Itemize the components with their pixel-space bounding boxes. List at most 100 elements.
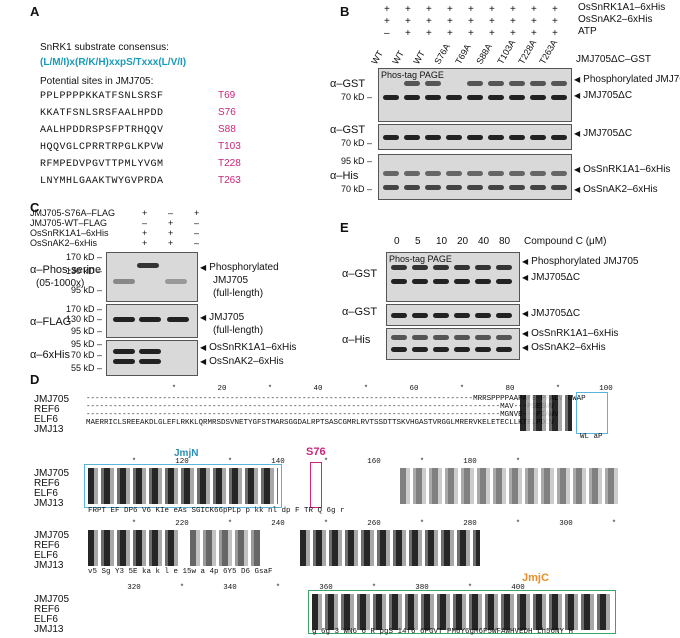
ruler-tick: *: [419, 458, 425, 466]
ruler-tick: 120: [175, 458, 189, 466]
band: [404, 135, 420, 140]
band: [404, 171, 420, 176]
jmjc-label: JmjC: [522, 572, 549, 584]
panel-b-sign-grid: + + + + + + + + + + + + + + + + + + – + + + + + + + +: [378, 4, 568, 44]
ruler-tick: *: [267, 385, 273, 393]
band: [454, 265, 470, 270]
band: [404, 81, 420, 86]
seq-name: JMJ13: [34, 624, 64, 635]
sign: +: [142, 238, 148, 248]
seq-name: ELF6: [34, 550, 58, 561]
band: [165, 279, 187, 284]
band-label: Phosphorylated JMJ705: [574, 74, 680, 85]
ruler-tick: 260: [367, 520, 381, 528]
seq-row: ----------------------------------------…: [86, 403, 555, 411]
band-label: Phosphorylated JMJ705: [522, 256, 638, 267]
band: [383, 185, 399, 190]
mw-marker: 95 kD: [62, 326, 102, 336]
seq-name: REF6: [34, 540, 60, 551]
phostag-tag: Phos-tag PAGE: [381, 70, 444, 80]
ruler-tick: 320: [127, 584, 141, 592]
band: [425, 135, 441, 140]
sign: +: [426, 4, 432, 15]
band: [551, 81, 567, 86]
band-label: OsSnRK1A1–6xHis: [574, 164, 670, 175]
ruler-tick: *: [555, 385, 561, 393]
band: [137, 263, 159, 268]
mw-marker: 170 kD: [62, 304, 102, 314]
band: [467, 185, 483, 190]
blot-antibody: α–GST: [342, 268, 378, 280]
site-id: T228: [218, 158, 241, 169]
conserved-block: [520, 395, 572, 431]
mw-marker: 70 kD: [62, 350, 102, 360]
band-label: OsSnAK2–6xHis: [200, 356, 283, 367]
ruler-tick: *: [323, 458, 329, 466]
ruler-tick: *: [419, 520, 425, 528]
band: [496, 313, 512, 318]
ruler-tick: 60: [409, 385, 419, 393]
phostag-tag: Phos-tag PAGE: [389, 254, 452, 264]
site-row: LNYMHLGAAKTWYGVPRDA T263: [40, 175, 241, 187]
seq-name: ELF6: [34, 488, 58, 499]
seq-row: MAERRICLSREEAKDLGLEFLRKKLQRMRSDSVNETYGFS…: [86, 419, 555, 427]
band: [475, 347, 491, 352]
band: [139, 317, 161, 322]
ruler-tick: 380: [415, 584, 429, 592]
lane-label: S88A: [474, 41, 495, 66]
lane-label: WT: [390, 48, 406, 66]
band: [488, 95, 504, 100]
band-label: JMJ705ΔC: [522, 308, 580, 319]
blot-antibody: α–His: [330, 170, 359, 182]
site-sequence: PPLPPPPKKATFSNLSRSF: [40, 91, 164, 102]
sign: +: [489, 28, 495, 39]
site-row: HQQVGLCPRRTRPGLKPVW T103: [40, 141, 241, 153]
sign: +: [489, 16, 495, 27]
lane-label: WT: [411, 48, 427, 66]
band: [425, 95, 441, 100]
site-id: T69: [218, 90, 236, 101]
band: [425, 185, 441, 190]
band: [113, 349, 135, 354]
band: [467, 135, 483, 140]
blot-antibody: α–GST: [330, 124, 366, 136]
sign: +: [426, 16, 432, 27]
panel-c-blot-flag: [106, 304, 198, 338]
sign: +: [384, 16, 390, 27]
sign: +: [194, 208, 200, 218]
seq-name: REF6: [34, 478, 60, 489]
site-id: S76: [218, 107, 236, 118]
band: [530, 171, 546, 176]
ruler-tick: *: [171, 385, 177, 393]
consensus-row: v5 Sg Y3 5E ka k l e 15w a 4p 6Y5 D6 Gsa…: [88, 568, 273, 576]
band: [383, 171, 399, 176]
ruler-tick: *: [363, 385, 369, 393]
band: [425, 171, 441, 176]
band-label: (full-length): [213, 325, 264, 336]
band: [412, 265, 428, 270]
jmjn-label: JmjN: [174, 448, 199, 459]
site-id: T103: [218, 141, 241, 152]
ruler-tick: 340: [223, 584, 237, 592]
band: [509, 171, 525, 176]
sign: +: [552, 28, 558, 39]
site-sequence: KKATFSNLSRSFAALHPDD: [40, 108, 164, 119]
mw-marker: 95 kD: [62, 339, 102, 349]
panel-c-blot-phos: [106, 252, 198, 302]
band: [551, 171, 567, 176]
panel-b-blot-gst: [378, 124, 572, 150]
band: [113, 317, 135, 322]
seq-name: JMJ705: [34, 594, 70, 605]
band: [488, 185, 504, 190]
alignment-ruler: 320 * 340 * 360 * 380 * 400: [110, 584, 542, 592]
sign: +: [468, 4, 474, 15]
band-label: Phosphorylated: [200, 262, 279, 273]
conserved-block: [88, 468, 278, 504]
mw-marker: 130 kD: [62, 314, 102, 324]
panel-d-label: D: [30, 372, 40, 387]
row-label: ATP: [578, 26, 597, 37]
blot-antibody: α–GST: [330, 78, 366, 90]
band-set: [379, 125, 571, 149]
band: [391, 279, 407, 284]
band-label: OsSnRK1A1–6xHis: [522, 328, 618, 339]
